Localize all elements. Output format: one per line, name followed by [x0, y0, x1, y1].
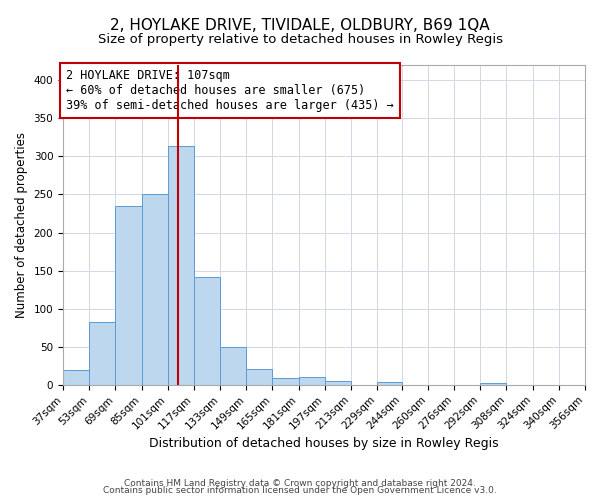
- Bar: [480, 384, 506, 385]
- Bar: [220, 347, 246, 385]
- Bar: [115, 206, 142, 385]
- Bar: [63, 370, 89, 385]
- Bar: [272, 378, 299, 385]
- Text: 2 HOYLAKE DRIVE: 107sqm
← 60% of detached houses are smaller (675)
39% of semi-d: 2 HOYLAKE DRIVE: 107sqm ← 60% of detache…: [67, 69, 394, 112]
- Text: Contains public sector information licensed under the Open Government Licence v3: Contains public sector information licen…: [103, 486, 497, 495]
- Bar: [377, 382, 402, 385]
- Bar: [89, 322, 115, 385]
- Bar: [168, 146, 194, 385]
- Text: Contains HM Land Registry data © Crown copyright and database right 2024.: Contains HM Land Registry data © Crown c…: [124, 478, 476, 488]
- X-axis label: Distribution of detached houses by size in Rowley Regis: Distribution of detached houses by size …: [149, 437, 499, 450]
- Bar: [142, 194, 168, 385]
- Bar: [194, 276, 220, 385]
- Text: Size of property relative to detached houses in Rowley Regis: Size of property relative to detached ho…: [97, 32, 503, 46]
- Text: 2, HOYLAKE DRIVE, TIVIDALE, OLDBURY, B69 1QA: 2, HOYLAKE DRIVE, TIVIDALE, OLDBURY, B69…: [110, 18, 490, 32]
- Bar: [299, 377, 325, 385]
- Bar: [246, 369, 272, 385]
- Bar: [325, 381, 351, 385]
- Y-axis label: Number of detached properties: Number of detached properties: [15, 132, 28, 318]
